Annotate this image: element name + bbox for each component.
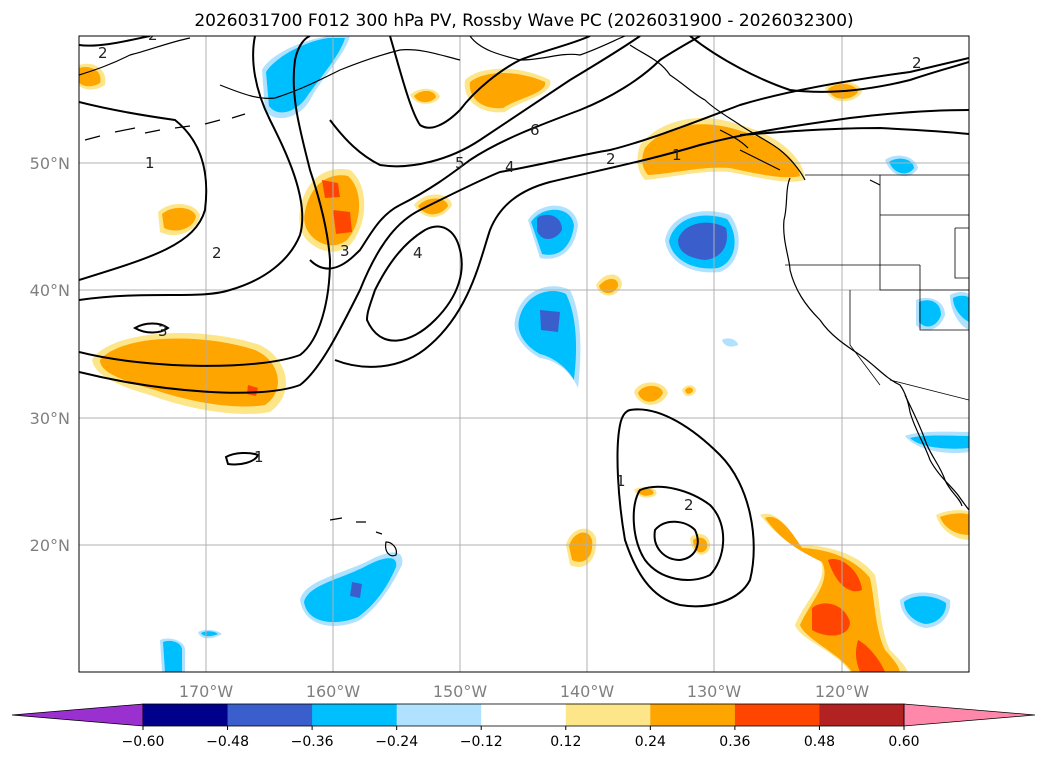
colorbar-segment — [143, 704, 229, 726]
lon-label: 150°W — [433, 682, 488, 701]
contour-line — [334, 109, 969, 368]
warm-patch-alaska-north — [79, 63, 551, 113]
colorbar-segment — [565, 704, 651, 726]
contour-label: 1 — [616, 472, 626, 490]
contour-labels: 2 2 1 2 3 4 5 6 4 2 1 2 3 1 1 2 — [98, 26, 922, 514]
lat-label: 40°N — [30, 281, 70, 300]
colorbar-tick-label: −0.48 — [206, 734, 249, 750]
colorbar-segment — [734, 704, 820, 726]
map-frame — [78, 35, 970, 673]
colorbar-segment — [481, 704, 567, 726]
contour-line — [79, 36, 332, 367]
hawaii-islands — [329, 517, 397, 557]
contour-line — [79, 57, 969, 394]
colorbar-ticks: −0.60 −0.48 −0.36 −0.24 −0.12 0.12 0.24 0.36 0.4… — [122, 726, 920, 750]
longitude-labels: 170°W 160°W 150°W 140°W 130°W 120°W — [179, 682, 870, 701]
contour-line — [224, 451, 260, 466]
contour-label: 2 — [212, 244, 222, 262]
colorbar-extend-max — [903, 703, 1036, 727]
contour-line — [79, 36, 304, 301]
latitude-labels: 50°N 40°N 30°N 20°N — [30, 154, 70, 555]
lat-label: 30°N — [30, 409, 70, 428]
colorbar-segment — [227, 704, 313, 726]
contour-label: 1 — [672, 146, 682, 164]
colorbar-segment — [396, 704, 482, 726]
map-panel: 2 2 1 2 3 4 5 6 4 2 1 2 3 1 1 2 — [78, 26, 970, 673]
lon-label: 140°W — [560, 682, 615, 701]
contour-label: 4 — [413, 244, 423, 262]
lon-label: 170°W — [179, 682, 234, 701]
contour-line — [329, 36, 641, 168]
contour-label: 2 — [148, 26, 158, 44]
lat-label: 50°N — [30, 154, 70, 173]
colorbar-segment — [819, 704, 905, 726]
contour-line — [309, 36, 701, 270]
plot-title: 2026031700 F012 300 hPa PV, Rossby Wave … — [194, 11, 853, 31]
pv-contours — [79, 36, 969, 608]
contour-label: 3 — [158, 322, 168, 340]
contour-label: 4 — [505, 158, 515, 176]
colorbar-tick-label: 0.12 — [550, 734, 581, 750]
contour-line — [79, 36, 208, 281]
lon-label: 130°W — [687, 682, 742, 701]
contour-label: 5 — [455, 154, 465, 172]
contour-line — [365, 225, 463, 342]
contour-label: 1 — [254, 448, 264, 466]
contour-line — [632, 485, 725, 581]
contour-label: 6 — [530, 121, 540, 139]
colorbar-extend-min — [11, 703, 144, 727]
contour-label: 2 — [606, 150, 616, 168]
contour-label: 2 — [98, 44, 108, 62]
colorbar-tick-label: −0.60 — [122, 734, 165, 750]
gridlines — [79, 36, 969, 672]
contour-line — [616, 408, 755, 608]
baja-coast — [904, 394, 963, 507]
colorbar: −0.60 −0.48 −0.36 −0.24 −0.12 0.12 0.24 0.36 0.4… — [11, 703, 1036, 750]
colorbar-tick-label: 0.60 — [888, 734, 919, 750]
colorbar-tick-label: 0.48 — [804, 734, 835, 750]
lon-label: 160°W — [306, 682, 361, 701]
contour-line — [739, 126, 969, 136]
colorbar-segment — [312, 704, 398, 726]
colorbar-tick-label: 0.36 — [719, 734, 750, 750]
cold-patch-130w — [665, 211, 739, 273]
contour-line — [653, 520, 699, 562]
contour-label: 1 — [145, 154, 155, 172]
contour-line — [389, 36, 591, 129]
alaska-peninsula — [79, 37, 461, 100]
contour-line — [133, 322, 170, 334]
cold-patch-140w — [514, 205, 581, 388]
colorbar-tick-label: −0.36 — [291, 734, 334, 750]
colorbar-tick-label: −0.24 — [375, 734, 418, 750]
colorbar-frame — [142, 703, 905, 727]
contour-line — [689, 36, 969, 93]
colorbar-segments — [11, 703, 1036, 727]
colorbar-segment — [650, 704, 736, 726]
colorbar-tick-label: −0.12 — [460, 734, 503, 750]
cold-patch-east — [722, 155, 969, 628]
lon-label: 120°W — [815, 682, 870, 701]
north-america-coast — [469, 36, 969, 511]
colorbar-tick-label: 0.24 — [635, 734, 666, 750]
coastlines — [79, 36, 969, 557]
contour-label: 3 — [340, 242, 350, 260]
contour-label: 2 — [684, 496, 694, 514]
cold-patch-hawaii-south — [160, 552, 403, 672]
lat-label: 20°N — [30, 536, 70, 555]
state-borders — [785, 174, 969, 401]
negative-anomaly-patches — [160, 36, 969, 672]
warm-patch-baja — [760, 510, 969, 672]
contour-label: 2 — [912, 54, 922, 72]
